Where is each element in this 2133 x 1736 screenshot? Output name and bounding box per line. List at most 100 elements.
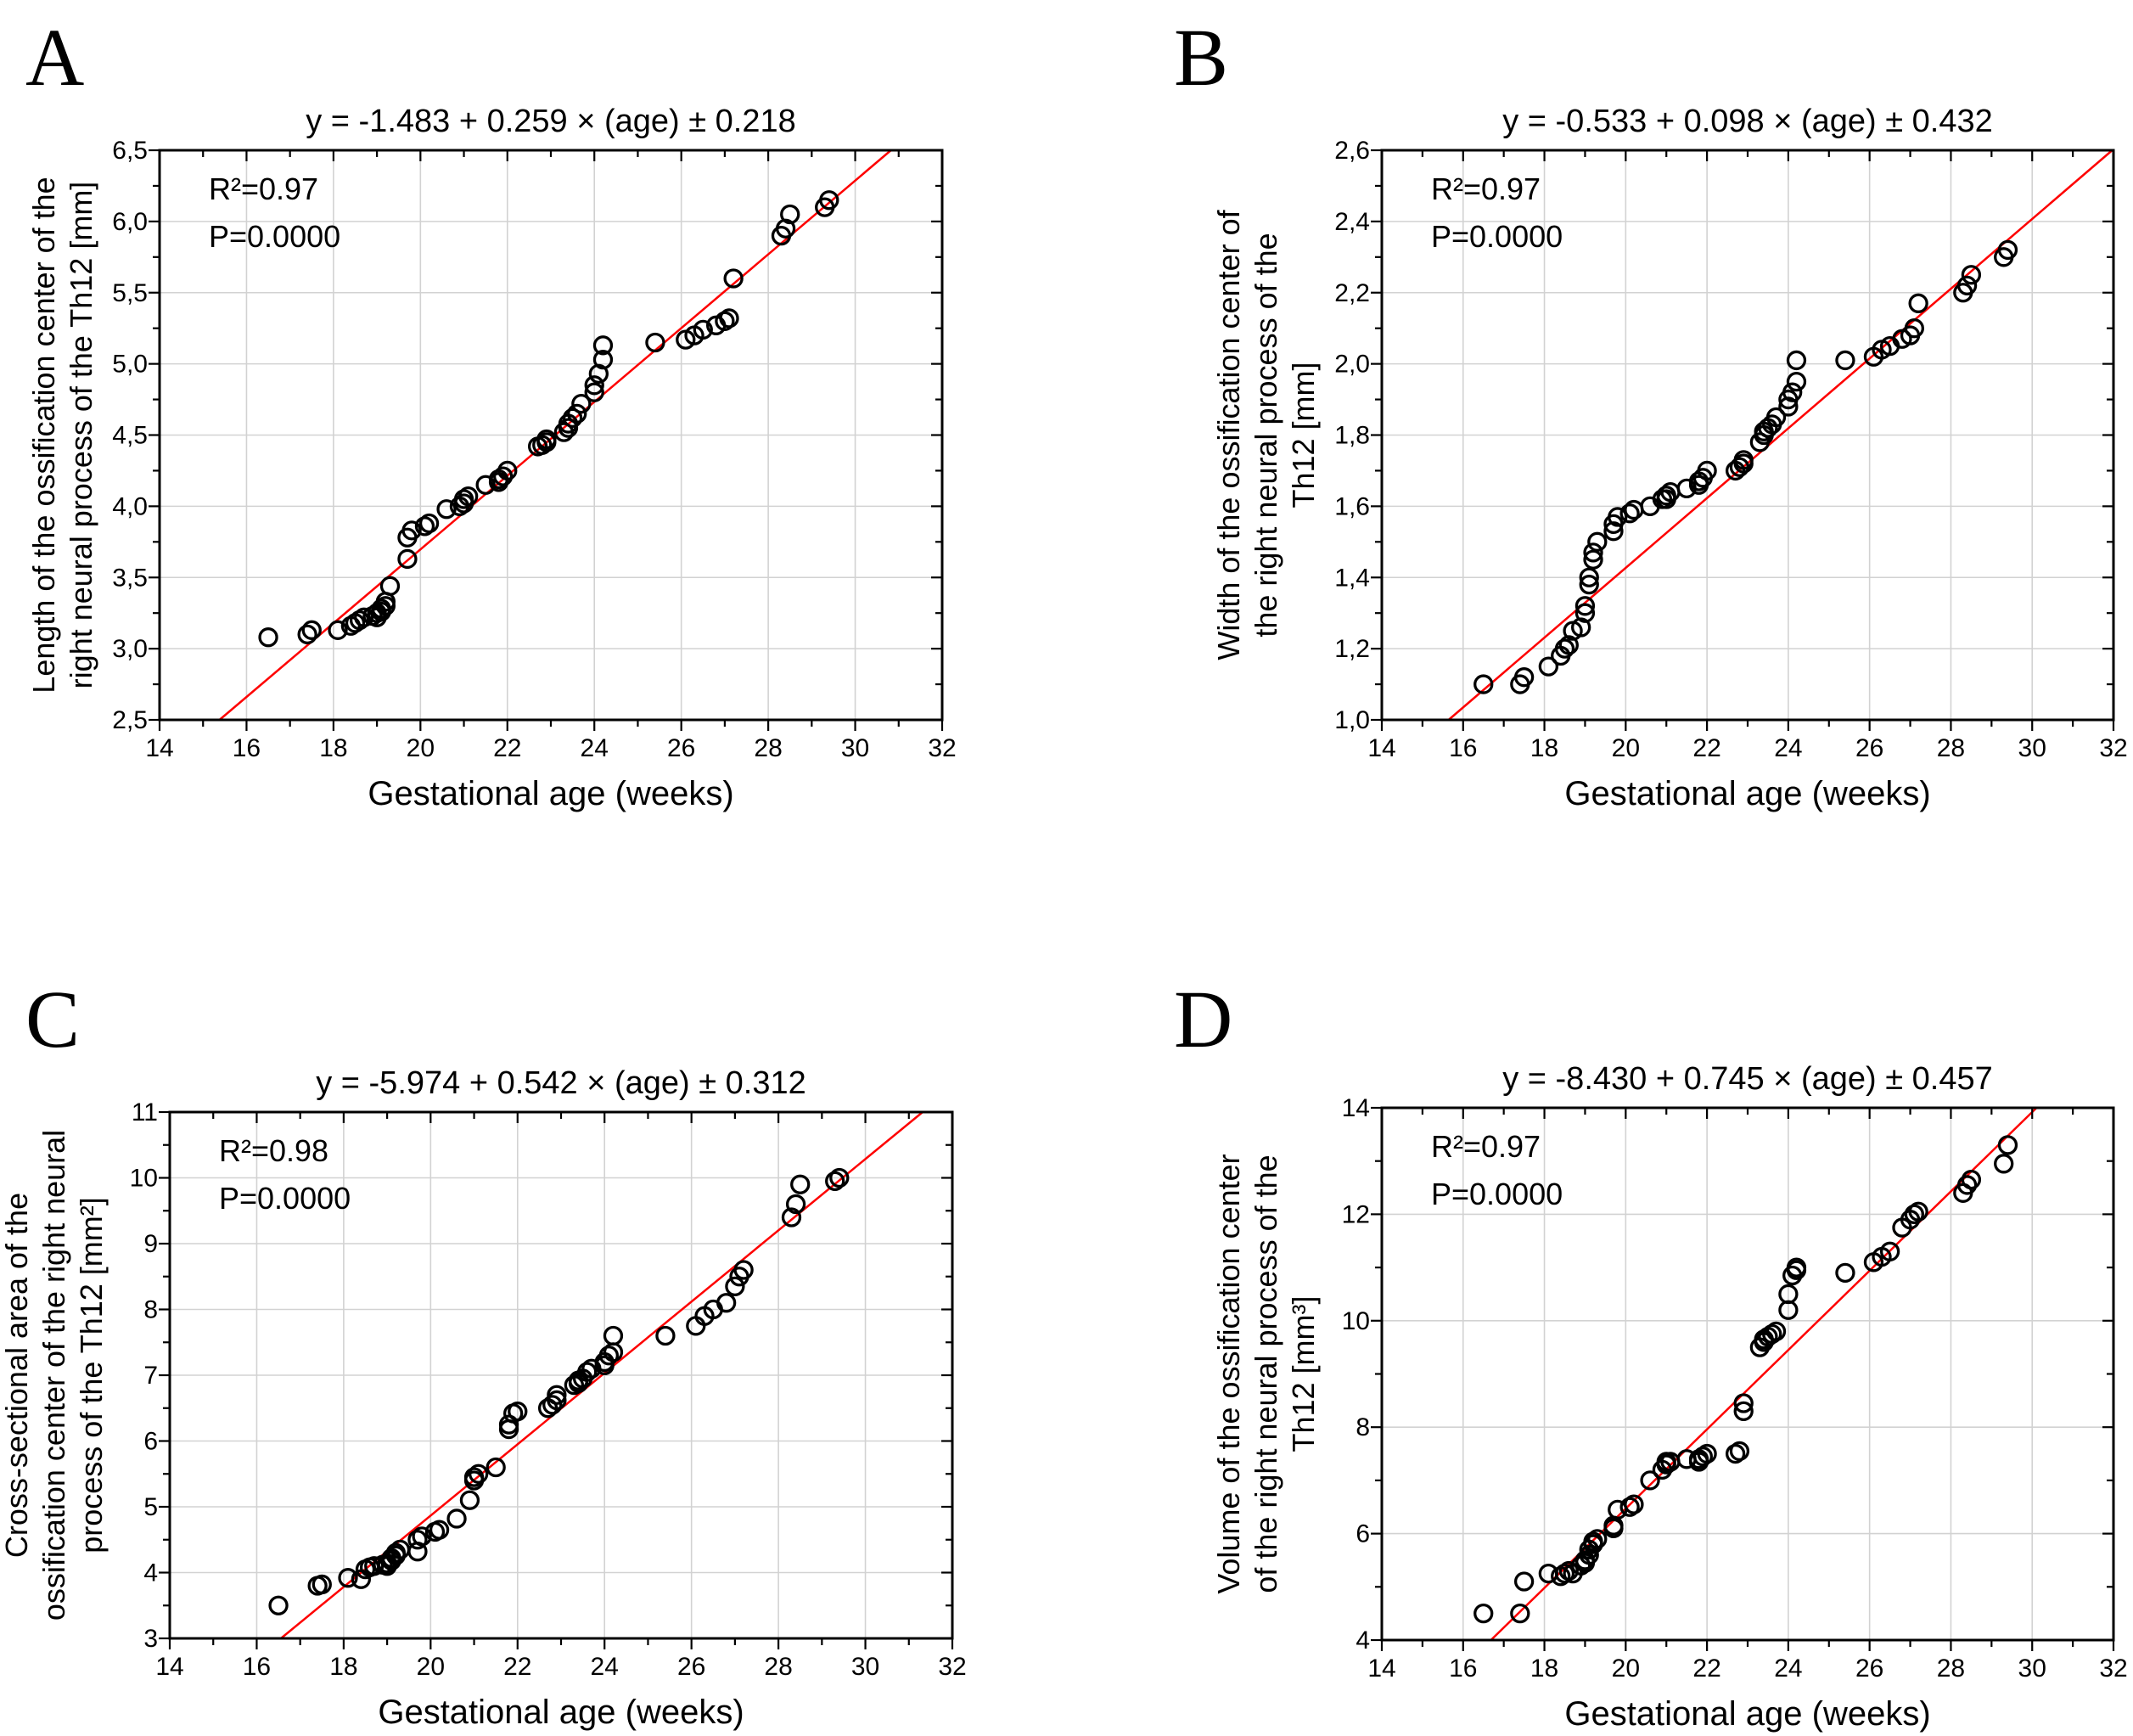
y-axis-tick-label: 9 <box>143 1230 158 1258</box>
x-axis-tick-label: 28 <box>764 1653 792 1681</box>
x-axis-tick-label: 18 <box>1530 1655 1558 1683</box>
data-point <box>1583 549 1603 570</box>
x-axis-tick-label: 32 <box>928 734 956 762</box>
data-point <box>1879 1241 1900 1261</box>
data-point <box>1835 1262 1855 1284</box>
data-point <box>1579 574 1599 595</box>
data-point <box>493 466 514 486</box>
data-point <box>1733 1393 1754 1413</box>
data-point <box>312 1574 332 1595</box>
x-axis-tick-label: 18 <box>329 1653 357 1681</box>
data-point <box>592 335 614 356</box>
data-point <box>429 1520 450 1540</box>
data-point <box>1778 1284 1799 1305</box>
x-axis-tick-label: 22 <box>1692 1655 1720 1683</box>
x-axis-tick-label: 14 <box>145 734 173 762</box>
x-axis-tick-label: 28 <box>1937 734 1965 762</box>
x-axis-tick-label: 32 <box>2099 734 2127 762</box>
data-point <box>1786 350 1807 371</box>
data-point <box>825 1171 845 1192</box>
data-point <box>1583 542 1603 563</box>
p-value-annotation: P=0.0000 <box>1431 1177 1563 1211</box>
data-point <box>1579 567 1599 587</box>
data-point <box>536 429 557 450</box>
data-point <box>719 308 739 329</box>
data-point <box>379 576 401 596</box>
x-axis-label: Gestational age (weeks) <box>1564 775 1930 812</box>
data-point <box>1619 503 1640 524</box>
data-point <box>1574 1550 1596 1570</box>
x-axis-label: Gestational age (weeks) <box>378 1694 744 1731</box>
x-axis-tick-label: 30 <box>2018 734 2046 762</box>
data-point <box>401 520 422 541</box>
data-point <box>547 1385 567 1405</box>
data-point <box>1786 371 1807 392</box>
data-points <box>268 1167 850 1615</box>
data-point <box>1579 1545 1599 1565</box>
x-axis-tick-label: 28 <box>754 734 782 762</box>
data-point <box>571 393 592 414</box>
panel-b: By = -0.533 + 0.098 × (age) ± 0.432 R²=0.… <box>1174 12 2128 812</box>
r-squared-annotation: R²=0.98 <box>219 1133 328 1168</box>
data-point <box>364 1556 385 1576</box>
data-point <box>1908 1201 1928 1222</box>
y-axis-label-line: Cross-sectional area of the <box>0 1193 34 1558</box>
data-point <box>1558 635 1579 655</box>
data-point <box>1513 1571 1535 1592</box>
data-point <box>655 1325 676 1346</box>
panel-letter: A <box>25 12 84 103</box>
x-axis-tick-label: 18 <box>319 734 347 762</box>
panel-d: Dy = -8.430 + 0.745 × (age) ± 0.457 R²=0.… <box>1174 974 2128 1733</box>
x-axis-tick-label: 26 <box>1855 1655 1883 1683</box>
data-point <box>1904 318 1924 339</box>
x-axis-tick-label: 30 <box>2018 1655 2046 1683</box>
r-squared-annotation: R²=0.97 <box>1431 1129 1541 1164</box>
data-point <box>790 1174 811 1194</box>
data-point <box>1513 667 1535 688</box>
x-axis-tick-label: 30 <box>841 734 869 762</box>
r-squared-annotation: R²=0.97 <box>209 171 318 206</box>
x-axis-tick-label: 32 <box>938 1653 966 1681</box>
x-axis-tick-label: 24 <box>591 1653 619 1681</box>
r-squared-annotation: R²=0.97 <box>1431 171 1541 206</box>
data-point <box>463 1467 485 1487</box>
data-points <box>1473 1135 2018 1624</box>
data-point <box>397 548 418 570</box>
x-axis-tick-label: 24 <box>1774 734 1802 762</box>
data-point <box>584 375 604 396</box>
data-points <box>1473 239 2018 694</box>
y-axis-tick-label: 2,2 <box>1334 279 1370 307</box>
y-axis-tick-label: 1,8 <box>1334 422 1370 450</box>
y-axis-tick-label: 11 <box>132 1098 158 1126</box>
y-axis-tick-label: 4 <box>1356 1626 1370 1655</box>
y-axis-tick-label: 2,4 <box>1334 208 1370 236</box>
data-point <box>328 620 348 640</box>
x-axis-tick-label: 32 <box>2099 1655 2127 1683</box>
y-axis-tick-label: 12 <box>1342 1200 1370 1228</box>
x-axis-tick-label: 20 <box>417 1653 445 1681</box>
panel-letter: C <box>25 974 80 1065</box>
data-point <box>301 620 322 640</box>
data-point <box>436 499 457 520</box>
data-point <box>781 1207 802 1228</box>
x-axis-tick-label: 26 <box>1855 734 1883 762</box>
y-axis-tick-label: 5,0 <box>112 351 148 379</box>
y-axis-tick-label: 2,0 <box>1334 351 1370 379</box>
data-point <box>1473 674 1494 694</box>
data-point <box>1997 1135 2018 1155</box>
data-point <box>1538 1563 1558 1584</box>
data-point <box>446 1508 467 1529</box>
panel-c: Cy = -5.974 + 0.542 × (age) ± 0.312 R²=0.… <box>0 974 967 1731</box>
data-point <box>1961 265 1982 285</box>
data-point <box>603 1325 624 1346</box>
y-axis-tick-label: 3 <box>143 1625 158 1653</box>
data-point <box>733 1260 754 1280</box>
data-point <box>469 1464 489 1484</box>
data-point <box>592 349 614 370</box>
p-value-annotation: P=0.0000 <box>219 1181 351 1216</box>
chart-title: y = -8.430 + 0.745 × (age) ± 0.457 <box>1502 1061 1993 1097</box>
data-point <box>1574 603 1596 623</box>
data-point <box>1956 1175 1978 1195</box>
data-point <box>1554 638 1575 659</box>
